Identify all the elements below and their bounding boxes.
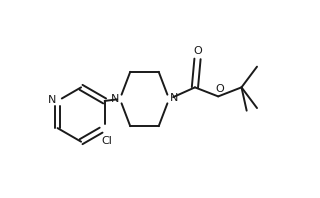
Text: N: N (48, 95, 56, 105)
Text: N: N (170, 93, 179, 103)
Text: O: O (193, 46, 202, 56)
Text: Cl: Cl (102, 135, 113, 146)
Text: N: N (110, 94, 119, 104)
Text: O: O (215, 84, 224, 94)
